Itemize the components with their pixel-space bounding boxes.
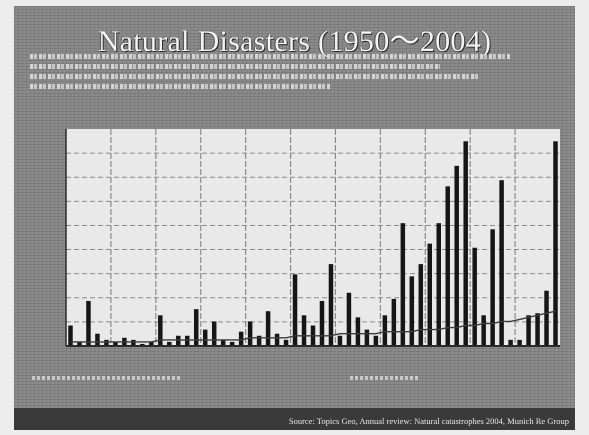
data-bar xyxy=(265,311,271,346)
axis-note-left xyxy=(32,376,182,380)
data-bar xyxy=(472,247,477,346)
data-bar xyxy=(292,274,298,346)
data-bar xyxy=(283,339,289,346)
data-bar xyxy=(400,223,406,346)
data-bar xyxy=(337,335,343,346)
data-bar xyxy=(193,309,199,346)
intro-text-line xyxy=(30,84,330,89)
data-bar xyxy=(238,331,244,346)
data-bar xyxy=(229,341,235,346)
data-bar xyxy=(391,298,397,346)
data-bar xyxy=(149,341,154,346)
data-bar xyxy=(319,300,325,346)
data-bar xyxy=(86,300,91,346)
data-bar xyxy=(247,321,253,346)
data-bar xyxy=(382,315,388,346)
data-bar xyxy=(211,321,217,346)
data-bar xyxy=(526,315,531,346)
data-bar xyxy=(131,339,136,346)
data-bar xyxy=(364,329,370,346)
data-bar xyxy=(274,333,280,346)
data-bar xyxy=(508,339,513,346)
disasters-bar-chart xyxy=(65,129,560,347)
data-bar xyxy=(140,343,145,346)
data-bar xyxy=(409,276,415,346)
intro-text-line xyxy=(30,64,440,69)
data-bar xyxy=(68,325,73,346)
data-bar xyxy=(95,333,100,346)
trend-line xyxy=(70,310,556,343)
source-text: Source: Topics Geo, Annual review: Natur… xyxy=(288,416,569,426)
intro-text-line xyxy=(30,54,510,59)
data-bar xyxy=(481,315,486,346)
data-bar xyxy=(436,223,441,346)
data-bar xyxy=(418,264,424,346)
data-bar xyxy=(454,165,459,346)
intro-text-line xyxy=(30,74,480,79)
slide: Natural Disasters (1950～2004) Source: To… xyxy=(14,6,575,430)
slide-title: Natural Disasters (1950～2004) xyxy=(97,25,492,58)
data-bar xyxy=(445,186,450,346)
data-bar xyxy=(185,335,190,346)
data-bar xyxy=(328,264,334,346)
data-bar xyxy=(544,290,549,346)
data-bar xyxy=(355,317,361,346)
data-bar xyxy=(167,341,172,346)
plot-area xyxy=(66,129,560,346)
data-bar xyxy=(535,313,540,346)
data-bar xyxy=(113,341,118,346)
data-bar xyxy=(517,339,522,346)
data-bar xyxy=(346,292,352,346)
data-bar xyxy=(256,335,262,346)
source-bar: Source: Topics Geo, Annual review: Natur… xyxy=(14,408,575,430)
data-bar xyxy=(158,315,163,346)
axis-note-right xyxy=(350,376,420,380)
data-bar xyxy=(463,141,468,346)
data-bar xyxy=(553,141,558,346)
data-bar xyxy=(104,339,109,346)
intro-text-block xyxy=(30,54,530,94)
data-bar xyxy=(220,339,226,346)
data-bar xyxy=(176,335,181,346)
data-bar xyxy=(427,243,433,346)
data-bar xyxy=(301,315,307,346)
data-bar xyxy=(202,329,208,346)
data-bar xyxy=(373,335,379,346)
data-bar xyxy=(490,229,495,346)
data-bar xyxy=(499,180,504,346)
data-bar xyxy=(77,341,82,346)
